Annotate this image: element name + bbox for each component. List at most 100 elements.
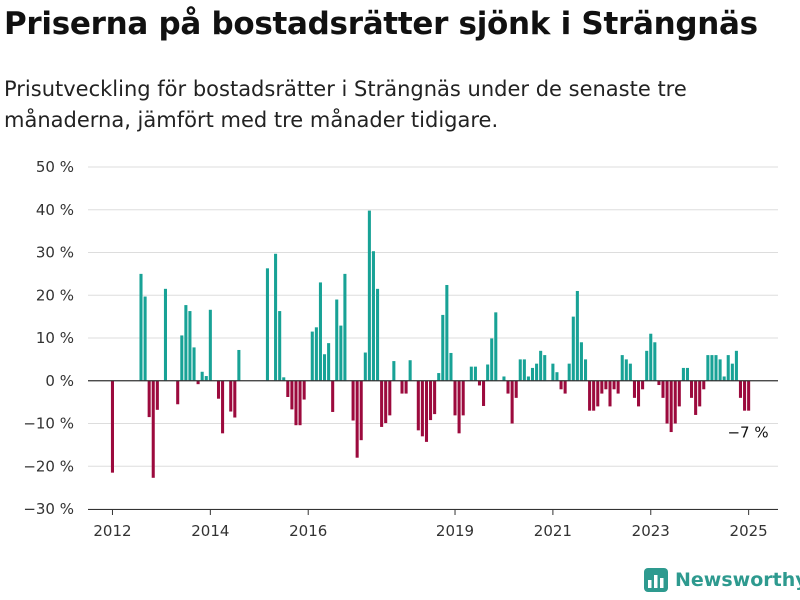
bar [163,288,167,381]
x-tick-label: 2019 [436,522,474,540]
bar [637,380,641,407]
bar [192,347,196,381]
bar [110,380,114,473]
bar [343,273,347,381]
bar [216,380,221,399]
bar [604,380,608,390]
bar [355,380,359,458]
bar [612,380,616,390]
bar [188,311,192,381]
bar [677,380,681,407]
bar [486,364,490,381]
bar [718,359,722,381]
bar [518,359,522,381]
bar [555,372,559,381]
bar [380,380,384,427]
bar [641,380,645,390]
bar [400,380,404,394]
bar [420,380,424,437]
bar [514,380,518,398]
bar [335,299,339,381]
chart-title: Priserna på bostadsrätter sjönk i Sträng… [4,6,758,42]
bar [482,380,486,406]
bar [592,380,596,411]
bar [416,380,420,431]
bar [673,380,677,424]
bar [290,380,294,410]
bar [151,380,155,478]
chart-subtitle: Prisutveckling för bostadsrätter i Strän… [4,77,687,132]
bar [371,251,375,381]
y-tick-label: −10 % [23,415,74,433]
bar [571,316,575,381]
bar [522,359,526,381]
bar [490,338,494,381]
bar [632,380,636,398]
bar [665,380,669,424]
bar [620,355,624,381]
bar [204,376,208,381]
bar [624,359,628,381]
y-tick-label: 50 % [36,158,74,176]
brand-name: Newsworthy [675,569,800,591]
bar [139,273,143,381]
bar [310,331,314,381]
bar [710,355,714,381]
bar [567,363,571,381]
bar [461,380,465,416]
y-tick-label: −20 % [23,457,74,475]
bar [282,377,286,381]
bar [200,371,204,381]
bar [322,354,327,381]
bar [376,288,380,381]
bar [424,380,429,442]
bar [147,380,151,418]
bar [596,380,600,407]
x-tick-label: 2023 [632,522,670,540]
bar [669,380,673,433]
bar [278,311,282,381]
axis-layer [88,380,778,515]
bar [502,376,506,381]
bar [477,380,482,386]
x-tick-label: 2021 [534,522,572,540]
bar [690,380,694,398]
bar [473,366,477,381]
bar [208,309,212,381]
bar [551,363,555,381]
bar [714,355,718,381]
bar [196,380,200,385]
bar [327,343,331,381]
bar [302,380,306,400]
brand-logo[interactable]: Newsworthy [644,568,800,592]
bar [743,380,747,411]
bar [494,312,498,381]
bar [734,350,738,381]
last-value-annotation: −7 % [727,424,768,442]
bar [184,305,188,381]
bar [286,380,290,397]
bar [404,380,408,394]
bar [294,380,298,426]
y-tick-label: −30 % [23,500,74,518]
bar [588,380,592,411]
bar [469,366,473,381]
bar [449,352,453,381]
bar [298,380,302,426]
newsworthy-logo-icon [644,568,668,592]
bar [265,268,269,381]
y-tick-label: 10 % [36,329,74,347]
bar [433,380,437,415]
bar [445,284,449,381]
bar [143,296,147,381]
bar [575,290,579,381]
bar [702,380,706,390]
bar [539,350,543,381]
bar [628,363,632,381]
x-tick-label: 2012 [93,522,131,540]
label-layer: 50 % 40 % 30 % 20 % 10 % 0 % −10 % −20 % −30 % 20… [23,158,768,540]
y-tick-label: 30 % [36,244,74,262]
grid-layer [88,166,778,510]
bar [653,342,657,381]
bar [563,380,567,394]
